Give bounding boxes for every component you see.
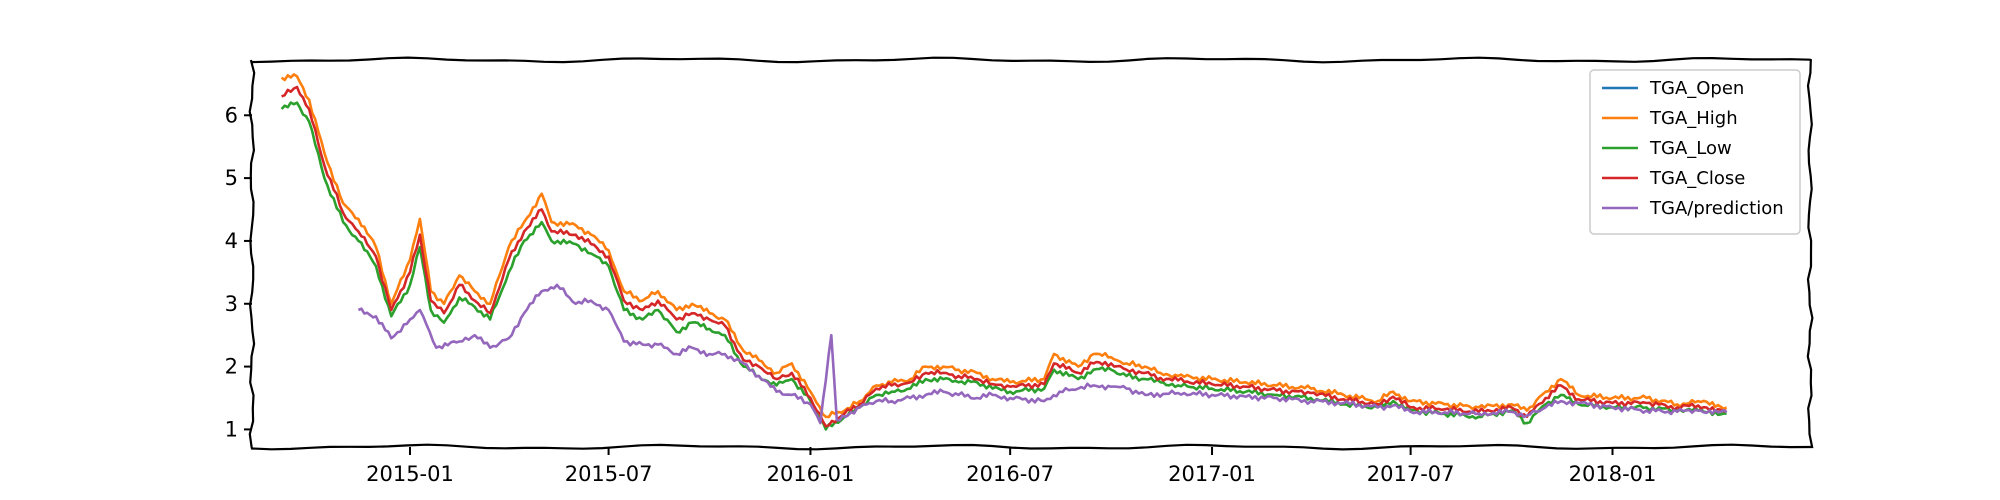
x-tick-label: 2018-01	[1569, 462, 1657, 486]
legend-label: TGA_High	[1649, 108, 1738, 129]
y-tick-label: 4	[225, 229, 238, 253]
x-tick-label: 2015-01	[366, 462, 454, 486]
plot-frame	[248, 56, 1814, 451]
legend-label: TGA/prediction	[1649, 198, 1784, 219]
x-tick-label: 2016-01	[767, 462, 855, 486]
series-line-tga-high	[280, 73, 1728, 419]
series-layer	[280, 73, 1728, 431]
legend-box	[1589, 69, 1801, 235]
series-line-tga-close	[281, 85, 1727, 428]
y-tick-label: 6	[225, 103, 238, 127]
y-tick-label: 1	[225, 417, 238, 441]
y-axis: 1 2 3 4 5 6	[225, 103, 252, 441]
series-line-tga-prediction	[357, 283, 1728, 425]
y-tick-label: 5	[225, 166, 238, 190]
y-tick-label: 2	[225, 355, 238, 379]
x-tick-label: 2017-07	[1367, 462, 1455, 486]
y-tick-label: 3	[225, 292, 238, 316]
legend-label: TGA_Open	[1649, 78, 1744, 99]
x-tick-label: 2015-07	[565, 462, 653, 486]
legend-label: TGA_Close	[1649, 168, 1745, 189]
legend: TGA_Open TGA_High TGA_Low TGA_Close TGA/pred…	[1589, 69, 1801, 235]
x-axis: 2015-01 2015-07 2016-01 2016-07 2017-01 2017-…	[366, 447, 1656, 486]
x-tick-label: 2017-01	[1168, 462, 1256, 486]
x-tick-label: 2016-07	[966, 462, 1054, 486]
legend-label: TGA_Low	[1649, 138, 1732, 159]
